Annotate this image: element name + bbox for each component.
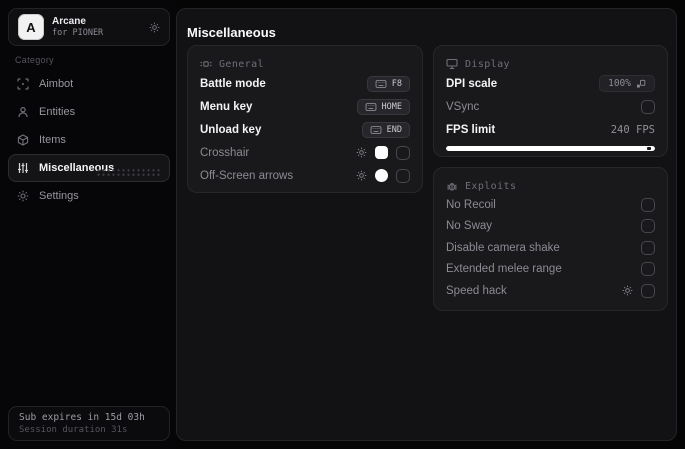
fps-limit-value: 240 FPS bbox=[610, 123, 655, 136]
keyboard-icon bbox=[375, 79, 387, 88]
crosshair-scan-icon bbox=[17, 78, 29, 90]
disable-camera-shake-row: Disable camera shake bbox=[446, 237, 655, 259]
sidebar-item-items[interactable]: Items bbox=[8, 126, 170, 154]
general-card-title: General bbox=[219, 58, 264, 70]
gear-icon[interactable] bbox=[622, 285, 633, 296]
offscreen-arrows-label: Off-Screen arrows bbox=[200, 169, 294, 182]
app-header-card: A Arcane for PIONER bbox=[8, 8, 170, 46]
fps-slider-thumb[interactable] bbox=[646, 147, 651, 150]
no-sway-checkbox[interactable] bbox=[641, 219, 655, 234]
sidebar-item-label: Miscellaneous bbox=[39, 162, 115, 174]
offscreen-arrows-checkbox[interactable] bbox=[396, 168, 410, 183]
exploits-card-header: Exploits bbox=[446, 178, 655, 194]
vsync-label: VSync bbox=[446, 100, 480, 113]
dpi-scale-select[interactable]: 100% bbox=[599, 75, 655, 92]
battle-mode-keybind[interactable]: F8 bbox=[366, 75, 410, 92]
sidebar-nav: Aimbot Entities Items bbox=[8, 70, 170, 210]
battle-mode-row: Battle mode F8 bbox=[200, 72, 410, 95]
app-logo: A bbox=[18, 14, 44, 40]
vsync-checkbox[interactable] bbox=[641, 99, 655, 114]
display-card: Display DPI scale 100% VSync FPS limit 2… bbox=[433, 45, 668, 157]
dpi-scale-row: DPI scale 100% bbox=[446, 72, 655, 95]
general-card: General Battle mode F8 Menu key bbox=[187, 45, 423, 193]
fps-limit-row: FPS limit 240 FPS bbox=[446, 118, 655, 141]
offscreen-arrows-row: Off-Screen arrows bbox=[200, 164, 410, 187]
menu-keybind[interactable]: HOME bbox=[356, 98, 410, 115]
menu-key-label: Menu key bbox=[200, 100, 253, 113]
sidebar-item-label: Items bbox=[39, 134, 66, 146]
dpi-scale-label: DPI scale bbox=[446, 77, 498, 90]
focus-square-icon bbox=[200, 58, 212, 70]
crosshair-row: Crosshair bbox=[200, 141, 410, 164]
scale-icon bbox=[637, 79, 646, 87]
unload-keybind[interactable]: END bbox=[361, 121, 410, 138]
unload-key-label: Unload key bbox=[200, 123, 262, 136]
no-recoil-checkbox[interactable] bbox=[641, 197, 655, 212]
keybind-value: HOME bbox=[381, 101, 402, 112]
menu-key-row: Menu key HOME bbox=[200, 95, 410, 118]
category-label: Category bbox=[15, 55, 54, 65]
sidebar-item-label: Aimbot bbox=[39, 78, 74, 90]
keybind-value: F8 bbox=[391, 78, 402, 89]
monitor-icon bbox=[446, 58, 458, 70]
disable-camera-shake-checkbox[interactable] bbox=[641, 240, 655, 255]
extended-melee-range-row: Extended melee range bbox=[446, 259, 655, 281]
display-card-header: Display bbox=[446, 56, 655, 72]
gear-icon[interactable] bbox=[356, 147, 367, 158]
cube-icon bbox=[17, 134, 29, 146]
display-card-title: Display bbox=[465, 58, 510, 70]
extended-melee-range-label: Extended melee range bbox=[446, 263, 562, 276]
battle-mode-label: Battle mode bbox=[200, 77, 266, 90]
extended-melee-range-checkbox[interactable] bbox=[641, 262, 655, 277]
disable-camera-shake-label: Disable camera shake bbox=[446, 241, 560, 254]
fps-limit-label: FPS limit bbox=[446, 123, 496, 136]
speed-hack-checkbox[interactable] bbox=[641, 283, 655, 298]
exploits-card-title: Exploits bbox=[465, 180, 517, 192]
session-duration-text: Session duration 31s bbox=[19, 425, 128, 435]
speed-hack-row: Speed hack bbox=[446, 280, 655, 302]
exploits-card: Exploits No Recoil No Sway Disable camer… bbox=[433, 167, 668, 311]
dpi-scale-value: 100% bbox=[608, 78, 631, 89]
sliders-icon bbox=[17, 162, 29, 174]
page-title: Miscellaneous bbox=[187, 25, 276, 40]
main-panel: Miscellaneous General Battle mode bbox=[176, 8, 677, 441]
speed-hack-label: Speed hack bbox=[446, 284, 507, 297]
app-name: Arcane bbox=[52, 16, 86, 27]
no-recoil-label: No Recoil bbox=[446, 198, 496, 211]
sidebar-item-label: Settings bbox=[39, 190, 79, 202]
app-subtitle: for PIONER bbox=[52, 28, 104, 38]
gear-icon[interactable] bbox=[149, 22, 160, 33]
person-icon bbox=[17, 106, 29, 118]
crosshair-label: Crosshair bbox=[200, 146, 250, 159]
sidebar-item-label: Entities bbox=[39, 106, 76, 118]
crosshair-checkbox[interactable] bbox=[396, 145, 410, 160]
sidebar-item-aimbot[interactable]: Aimbot bbox=[8, 70, 170, 98]
gear-icon bbox=[17, 190, 29, 202]
offscreen-arrows-color-swatch[interactable] bbox=[375, 169, 388, 182]
keybind-value: END bbox=[386, 124, 402, 135]
sidebar: A Arcane for PIONER Category bbox=[0, 0, 176, 449]
no-recoil-row: No Recoil bbox=[446, 194, 655, 216]
no-sway-label: No Sway bbox=[446, 220, 493, 233]
subscription-info-box: Sub expires in 15d 03h Session duration … bbox=[8, 406, 170, 441]
bug-icon bbox=[446, 180, 458, 192]
general-card-header: General bbox=[200, 56, 410, 72]
sidebar-item-miscellaneous[interactable]: Miscellaneous bbox=[8, 154, 170, 182]
sidebar-item-settings[interactable]: Settings bbox=[8, 182, 170, 210]
fps-slider-fill bbox=[446, 146, 655, 151]
fps-limit-slider[interactable] bbox=[446, 146, 655, 151]
crosshair-color-swatch[interactable] bbox=[375, 146, 388, 159]
sidebar-item-entities[interactable]: Entities bbox=[8, 98, 170, 126]
unload-key-row: Unload key END bbox=[200, 118, 410, 141]
keyboard-icon bbox=[365, 102, 376, 111]
gear-icon[interactable] bbox=[356, 170, 367, 181]
sub-expiry-text: Sub expires in 15d 03h bbox=[19, 412, 145, 423]
keyboard-icon bbox=[370, 125, 382, 134]
no-sway-row: No Sway bbox=[446, 216, 655, 238]
app-logo-letter: A bbox=[26, 19, 36, 35]
vsync-row: VSync bbox=[446, 95, 655, 118]
